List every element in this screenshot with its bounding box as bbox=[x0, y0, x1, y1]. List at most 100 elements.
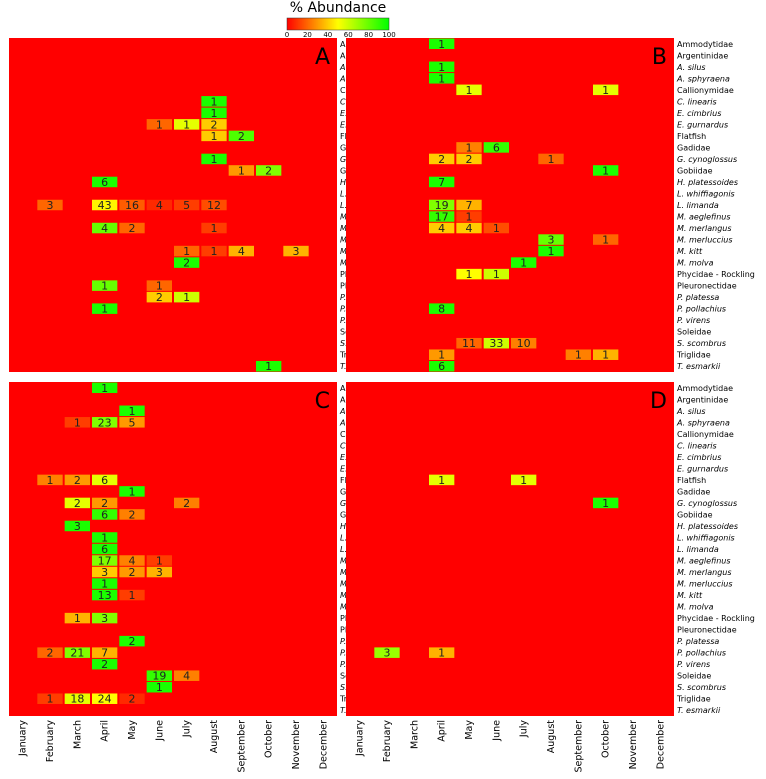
legend-tick-4: 80 bbox=[364, 31, 373, 39]
heat-cell bbox=[456, 268, 482, 280]
heat-cell bbox=[37, 474, 63, 486]
heat-cell bbox=[92, 612, 118, 624]
heat-cell bbox=[92, 176, 118, 188]
cell-value-label: 1 bbox=[520, 257, 527, 270]
heat-cell bbox=[429, 73, 455, 84]
heat-cell bbox=[593, 497, 619, 509]
month-label: August bbox=[209, 720, 220, 754]
month-label: February bbox=[382, 720, 393, 762]
heat-cell bbox=[119, 509, 145, 520]
heat-cell bbox=[565, 349, 591, 360]
cell-value-label: 2 bbox=[101, 497, 108, 510]
cell-value-label: 2 bbox=[238, 130, 245, 143]
species-label: C. linearis bbox=[677, 97, 717, 106]
legend-ticks: 0 20 40 60 80 100 bbox=[285, 31, 396, 39]
heat-cell bbox=[64, 474, 90, 486]
cell-value-label: 1 bbox=[156, 555, 163, 568]
species-label: M. kitt bbox=[677, 247, 703, 256]
cell-value-label: 1 bbox=[101, 578, 108, 591]
species-label: Callionymidae bbox=[677, 430, 734, 439]
cell-value-label: 16 bbox=[125, 199, 139, 212]
cell-value-label: 1 bbox=[466, 211, 473, 224]
species-label: M. merluccius bbox=[677, 580, 733, 589]
species-label: E. cimbrius bbox=[677, 453, 721, 462]
cell-value-label: 6 bbox=[101, 176, 108, 189]
legend-tick-2: 40 bbox=[323, 31, 332, 39]
heat-cell bbox=[92, 647, 118, 658]
heat-cell bbox=[538, 245, 564, 257]
legend-title: % Abundance bbox=[290, 0, 387, 16]
species-label: M. molva bbox=[677, 603, 714, 612]
heat-cell bbox=[92, 578, 118, 589]
cell-value-label: 18 bbox=[70, 693, 84, 706]
cell-value-label: 1 bbox=[211, 153, 218, 166]
species-label: T. esmarkii bbox=[677, 362, 721, 371]
heat-cell bbox=[456, 142, 482, 153]
heat-cell bbox=[456, 211, 482, 222]
heat-cell bbox=[429, 153, 455, 165]
month-label: March bbox=[409, 720, 420, 749]
heat-cell bbox=[538, 153, 564, 165]
heat-cell bbox=[119, 199, 145, 211]
heat-cell bbox=[92, 474, 118, 486]
species-label: H. platessoides bbox=[677, 522, 738, 531]
heat-cell bbox=[201, 245, 227, 257]
species-label: P. platessa bbox=[677, 637, 719, 646]
heat-cell bbox=[228, 130, 254, 142]
heat-cell bbox=[92, 555, 118, 566]
heat-cell bbox=[64, 693, 90, 704]
heat-cell bbox=[201, 107, 227, 119]
heat-cell bbox=[174, 257, 200, 268]
month-label: July bbox=[182, 720, 193, 738]
heat-cell bbox=[201, 222, 227, 234]
cell-value-label: 2 bbox=[129, 222, 136, 235]
cell-value-label: 3 bbox=[101, 566, 108, 579]
species-label: M. aeglefinus bbox=[677, 213, 731, 222]
cell-value-label: 1 bbox=[183, 291, 190, 304]
panel-background bbox=[9, 382, 337, 716]
heat-cell bbox=[64, 497, 90, 509]
heat-cell bbox=[429, 474, 455, 486]
month-label: January bbox=[18, 720, 29, 757]
month-label: September bbox=[573, 720, 584, 773]
heat-cell bbox=[146, 119, 172, 130]
heat-cell bbox=[174, 291, 200, 303]
heat-cell bbox=[429, 199, 455, 211]
heat-cell bbox=[511, 337, 537, 349]
cell-value-label: 3 bbox=[74, 520, 81, 533]
heat-cell bbox=[374, 647, 400, 658]
cell-value-label: 1 bbox=[183, 118, 190, 131]
cell-value-label: 4 bbox=[101, 222, 108, 235]
cell-value-label: 2 bbox=[183, 497, 190, 510]
cell-value-label: 1 bbox=[602, 164, 609, 177]
heat-cell bbox=[538, 234, 564, 245]
heat-cell bbox=[146, 670, 172, 681]
cell-value-label: 1 bbox=[438, 474, 445, 487]
heat-cell bbox=[37, 693, 63, 704]
cell-value-label: 1 bbox=[211, 95, 218, 108]
species-label: Soleidae bbox=[677, 328, 711, 337]
heat-cell bbox=[174, 119, 200, 130]
cell-value-label: 1 bbox=[101, 303, 108, 316]
species-label: Gadidae bbox=[677, 143, 710, 152]
cell-value-label: 3 bbox=[384, 647, 391, 660]
cell-value-label: 2 bbox=[183, 257, 190, 270]
heat-cell bbox=[119, 635, 145, 647]
legend-tick-1: 20 bbox=[303, 31, 312, 39]
heat-cell bbox=[146, 280, 172, 291]
cell-value-label: 2 bbox=[265, 164, 272, 177]
heat-cell bbox=[92, 509, 118, 520]
cell-value-label: 10 bbox=[517, 337, 531, 350]
cell-value-label: 19 bbox=[435, 199, 449, 212]
month-label: May bbox=[464, 720, 475, 740]
cell-value-label: 1 bbox=[548, 245, 555, 258]
species-label: Gobiidae bbox=[677, 510, 713, 519]
cell-value-label: 17 bbox=[435, 211, 449, 224]
cell-value-label: 2 bbox=[466, 153, 473, 166]
species-label: Argentinidae bbox=[677, 395, 728, 404]
cell-value-label: 1 bbox=[74, 416, 81, 429]
heat-cell bbox=[64, 647, 90, 658]
species-label: Gobiidae bbox=[677, 166, 713, 175]
month-label: December bbox=[318, 720, 329, 769]
heat-cell bbox=[201, 119, 227, 130]
